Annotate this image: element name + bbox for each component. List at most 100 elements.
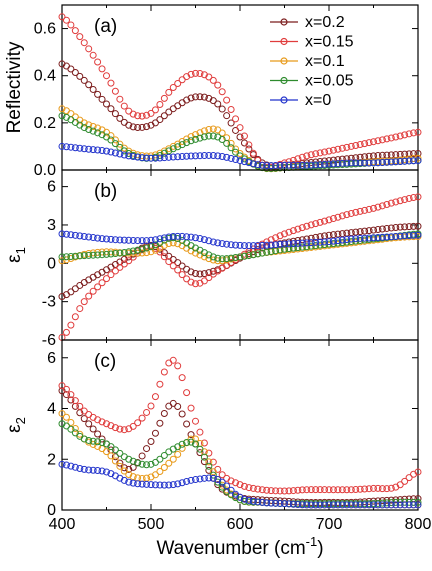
data-point bbox=[281, 245, 288, 253]
data-point bbox=[272, 162, 280, 170]
data-point bbox=[321, 160, 329, 168]
data-point bbox=[160, 368, 168, 376]
data-point bbox=[352, 486, 360, 494]
data-point bbox=[76, 252, 84, 260]
data-point bbox=[263, 241, 271, 249]
data-point bbox=[312, 220, 320, 228]
data-point bbox=[321, 217, 329, 225]
data-point bbox=[374, 226, 382, 234]
data-point bbox=[111, 236, 119, 244]
data-point bbox=[338, 486, 346, 494]
data-point bbox=[307, 501, 315, 509]
data-point bbox=[329, 237, 337, 245]
x-tick-label: 400 bbox=[49, 516, 76, 533]
data-point bbox=[129, 473, 137, 481]
data-point bbox=[174, 480, 182, 488]
panel-b: -6 -3 0 3 6 (b) ε1 bbox=[4, 169, 422, 349]
data-point bbox=[338, 159, 346, 167]
data-point bbox=[414, 222, 422, 230]
data-point bbox=[98, 235, 106, 243]
data-point bbox=[76, 464, 84, 472]
data-point bbox=[147, 402, 155, 410]
data-point bbox=[151, 458, 159, 466]
data-point bbox=[316, 149, 324, 157]
data-point bbox=[183, 477, 191, 485]
data-point bbox=[249, 484, 257, 492]
y-tick-label: 6 bbox=[47, 179, 56, 196]
data-point bbox=[263, 486, 271, 494]
data-point bbox=[281, 487, 288, 495]
data-point bbox=[156, 154, 164, 162]
data-point bbox=[209, 132, 217, 140]
data-point bbox=[151, 106, 159, 114]
data-point bbox=[169, 84, 177, 91]
data-point bbox=[107, 148, 115, 156]
data-point bbox=[107, 443, 115, 451]
panel-c: 0 2 4 6 (c) ε2 400 500 600 700 800 Wavenumber (cm-1… bbox=[4, 339, 431, 559]
data-point bbox=[58, 13, 66, 21]
data-point bbox=[387, 233, 395, 241]
series-x-0-15 bbox=[58, 193, 422, 341]
data-point bbox=[325, 238, 333, 246]
data-point bbox=[236, 253, 244, 261]
legend-label: x=0.05 bbox=[305, 73, 354, 90]
series-x-0-15 bbox=[58, 13, 422, 171]
data-point bbox=[396, 232, 404, 240]
data-point bbox=[410, 501, 418, 509]
data-point bbox=[151, 481, 159, 489]
data-point bbox=[321, 501, 329, 509]
data-point bbox=[125, 465, 133, 473]
data-point bbox=[107, 452, 115, 460]
data-point bbox=[160, 481, 168, 489]
x-axis-label: Wavenumber (cm-1) bbox=[156, 534, 323, 559]
data-point bbox=[200, 152, 208, 160]
data-point bbox=[165, 88, 173, 96]
data-point bbox=[343, 159, 351, 167]
legend-item: x=0.1 bbox=[270, 53, 345, 70]
data-point bbox=[316, 501, 324, 509]
data-point bbox=[89, 437, 97, 445]
data-point bbox=[125, 248, 133, 256]
data-point bbox=[325, 216, 333, 224]
data-point bbox=[94, 416, 102, 424]
data-point bbox=[143, 244, 151, 252]
data-point bbox=[165, 402, 173, 410]
data-point bbox=[285, 228, 293, 236]
data-point bbox=[111, 140, 119, 148]
data-point bbox=[218, 471, 226, 479]
legend: x=0.2 x=0.15 x=0.1 x=0.05 x=0 bbox=[270, 14, 354, 109]
data-point bbox=[405, 130, 413, 138]
data-point bbox=[329, 160, 337, 168]
data-point bbox=[67, 143, 75, 151]
data-point bbox=[116, 459, 124, 467]
data-point bbox=[209, 125, 217, 133]
data-point bbox=[62, 143, 70, 151]
data-point bbox=[71, 252, 79, 260]
data-point bbox=[178, 141, 186, 149]
data-point bbox=[111, 453, 119, 461]
data-point bbox=[85, 411, 93, 419]
data-point bbox=[192, 440, 199, 448]
data-point bbox=[365, 227, 373, 235]
data-point bbox=[343, 235, 351, 243]
data-point bbox=[329, 215, 337, 223]
data-point bbox=[396, 501, 404, 509]
data-point bbox=[116, 236, 124, 244]
data-point bbox=[218, 136, 226, 144]
data-point bbox=[307, 221, 315, 229]
data-point bbox=[209, 267, 217, 275]
data-point bbox=[245, 145, 253, 153]
data-point bbox=[285, 487, 293, 495]
data-point bbox=[200, 439, 208, 447]
data-point bbox=[103, 250, 110, 258]
data-point bbox=[387, 501, 395, 509]
data-point bbox=[267, 236, 275, 244]
data-point bbox=[143, 111, 151, 119]
data-point bbox=[187, 435, 195, 443]
data-point bbox=[347, 209, 355, 217]
data-point bbox=[85, 251, 93, 259]
data-point bbox=[58, 410, 66, 418]
data-point bbox=[343, 486, 351, 494]
data-point bbox=[232, 148, 240, 156]
data-point bbox=[98, 467, 106, 475]
